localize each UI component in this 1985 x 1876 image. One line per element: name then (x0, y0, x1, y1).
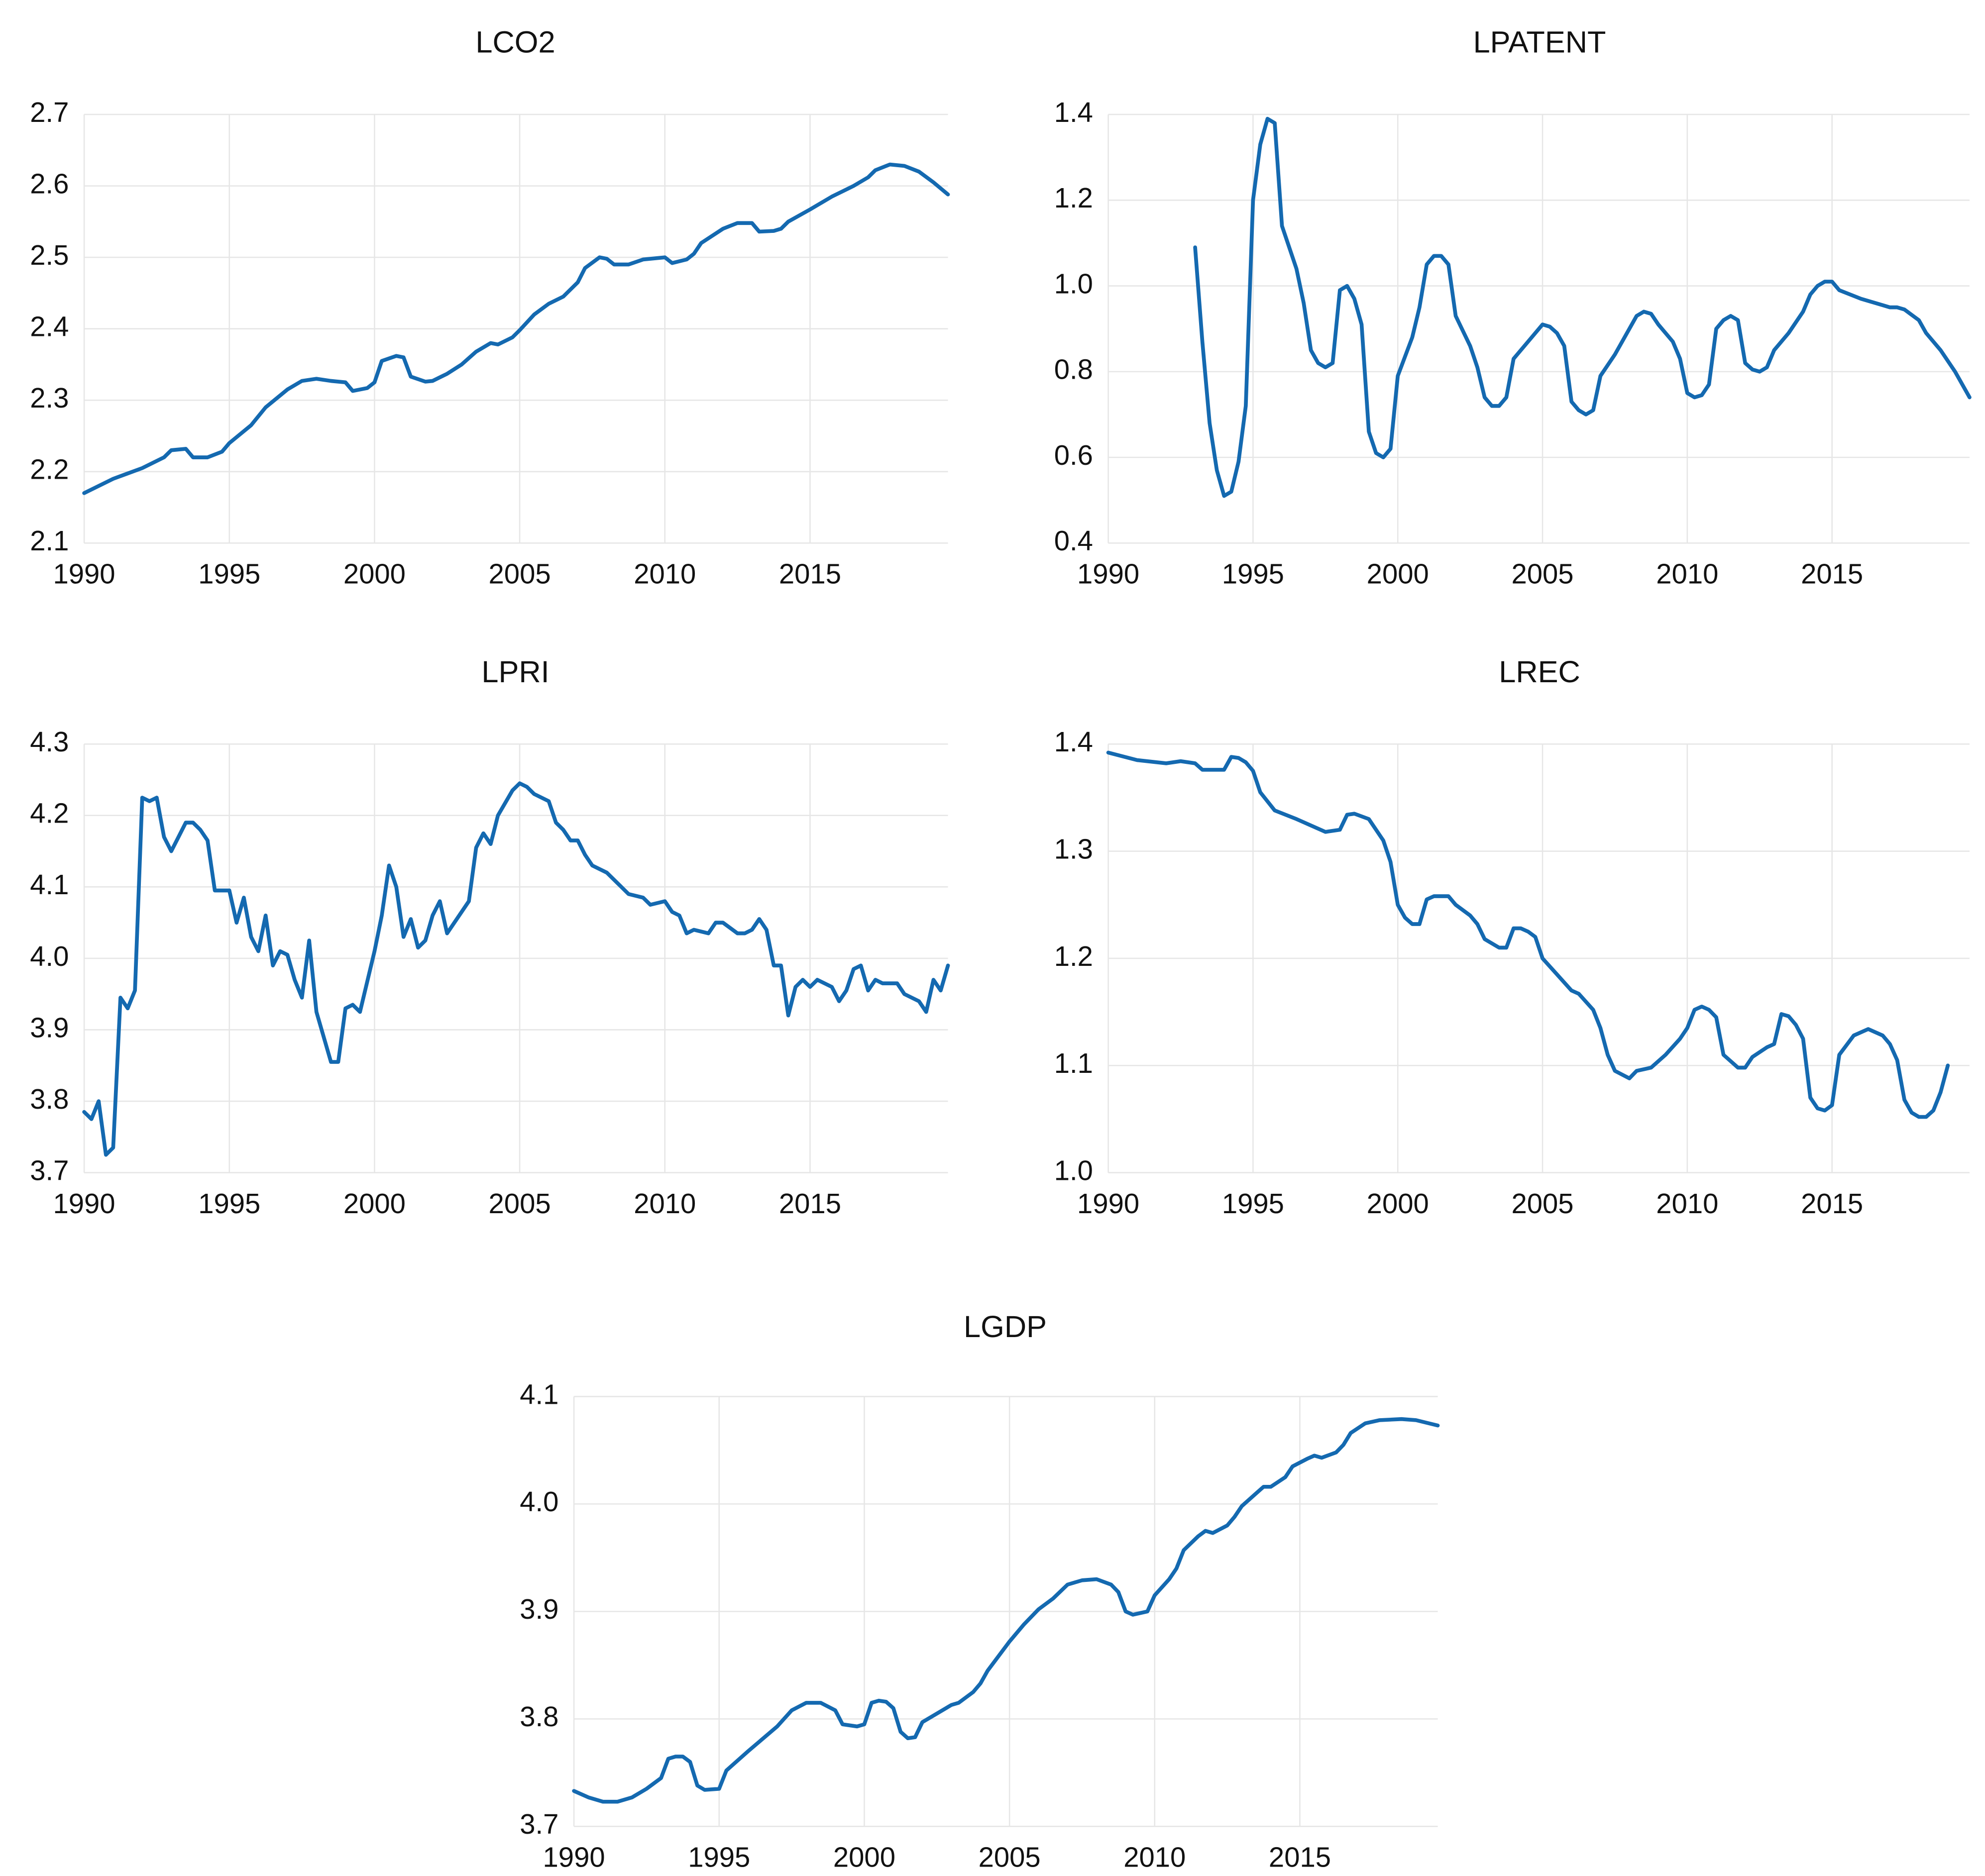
x-tick-label: 1995 (1222, 1188, 1284, 1219)
panel: LGDP 3.7 3.8 3.9 4.0 4.1 1990 1995 2000 2005 2010 2… (520, 1309, 1440, 1873)
x-tick-label: 2015 (1801, 1188, 1863, 1219)
y-tick-label: 3.7 (520, 1808, 558, 1840)
x-tick-label: 2015 (779, 558, 841, 590)
y-tick-label: 1.0 (1054, 268, 1093, 299)
y-tick-label: 3.8 (520, 1701, 558, 1732)
y-tick-label: 3.8 (30, 1083, 69, 1115)
x-tick-label: 2000 (833, 1842, 895, 1873)
panel: LCO2 2.1 2.2 2.3 2.4 2.5 2.6 2.7 1990 1995 2000 200… (30, 25, 950, 590)
x-tick-label: 2005 (1512, 1188, 1574, 1219)
y-tick-label: 4.3 (30, 726, 69, 757)
y-tick-label: 2.4 (30, 311, 69, 342)
data-line (1106, 750, 1950, 1119)
chart-title: LCO2 (475, 25, 555, 59)
x-tick-label: 2015 (1801, 558, 1863, 590)
y-tick-label: 1.2 (1054, 182, 1093, 213)
y-tick-label: 2.6 (30, 168, 69, 199)
y-tick-label: 1.4 (1054, 97, 1093, 128)
data-line (572, 1417, 1440, 1804)
x-tick-label: 2010 (634, 558, 696, 590)
y-tick-label: 2.1 (30, 525, 69, 556)
x-tick-label: 2005 (1512, 558, 1574, 590)
x-tick-label: 1990 (543, 1842, 605, 1873)
x-tick-label: 2005 (489, 558, 551, 590)
chart-title: LPATENT (1473, 25, 1606, 59)
x-tick-label: 2010 (1656, 558, 1718, 590)
y-tick-label: 0.6 (1054, 439, 1093, 471)
x-tick-label: 1990 (53, 558, 115, 590)
y-tick-label: 4.0 (520, 1486, 558, 1517)
x-tick-label: 2015 (1269, 1842, 1331, 1873)
y-tick-label: 1.3 (1054, 833, 1093, 864)
y-tick-label: 4.0 (30, 940, 69, 972)
y-tick-label: 1.0 (1054, 1154, 1093, 1186)
y-tick-label: 0.4 (1054, 525, 1093, 556)
x-tick-label: 1990 (1077, 1188, 1139, 1219)
y-tick-label: 4.1 (520, 1378, 558, 1410)
y-tick-label: 2.2 (30, 454, 69, 485)
panel: LREC 1.0 1.1 1.2 1.3 1.4 1990 1995 2000 2005 2010 2… (1054, 654, 1970, 1219)
x-tick-label: 2010 (634, 1188, 696, 1219)
y-tick-label: 1.1 (1054, 1047, 1093, 1079)
y-tick-label: 0.8 (1054, 354, 1093, 385)
x-tick-label: 2000 (1367, 1188, 1429, 1219)
x-tick-label: 1995 (198, 1188, 260, 1219)
x-tick-label: 1990 (1077, 558, 1139, 590)
chart-title: LGDP (964, 1309, 1047, 1344)
y-tick-label: 3.9 (520, 1593, 558, 1625)
y-tick-label: 2.7 (30, 97, 69, 128)
y-tick-label: 2.5 (30, 239, 69, 271)
x-tick-label: 2005 (489, 1188, 551, 1219)
x-tick-label: 2015 (779, 1188, 841, 1219)
data-line (82, 781, 950, 1157)
y-tick-label: 1.2 (1054, 940, 1093, 972)
x-tick-label: 1995 (198, 558, 260, 590)
y-tick-label: 3.9 (30, 1012, 69, 1043)
y-tick-label: 4.2 (30, 798, 69, 829)
x-tick-label: 2010 (1123, 1842, 1186, 1873)
x-tick-label: 2000 (1367, 558, 1429, 590)
x-tick-label: 2005 (979, 1842, 1041, 1873)
panel: LPRI 3.7 3.8 3.9 4.0 4.1 4.2 4.3 1990 1995 2000 200… (30, 654, 950, 1219)
chart-title: LPRI (481, 654, 549, 689)
y-tick-label: 4.1 (30, 869, 69, 900)
x-tick-label: 2010 (1656, 1188, 1718, 1219)
x-tick-label: 2000 (343, 1188, 406, 1219)
panel: LPATENT 0.4 0.6 0.8 1.0 1.2 1.4 1990 1995 2000 200… (1054, 25, 1972, 590)
data-line (1193, 116, 1972, 498)
y-tick-label: 3.7 (30, 1154, 69, 1186)
x-tick-label: 1990 (53, 1188, 115, 1219)
data-line (82, 162, 950, 495)
x-tick-label: 2000 (343, 558, 406, 590)
y-tick-label: 2.3 (30, 382, 69, 414)
x-tick-label: 1995 (1222, 558, 1284, 590)
y-tick-label: 1.4 (1054, 726, 1093, 757)
x-tick-label: 1995 (688, 1842, 750, 1873)
chart-title: LREC (1499, 654, 1580, 689)
